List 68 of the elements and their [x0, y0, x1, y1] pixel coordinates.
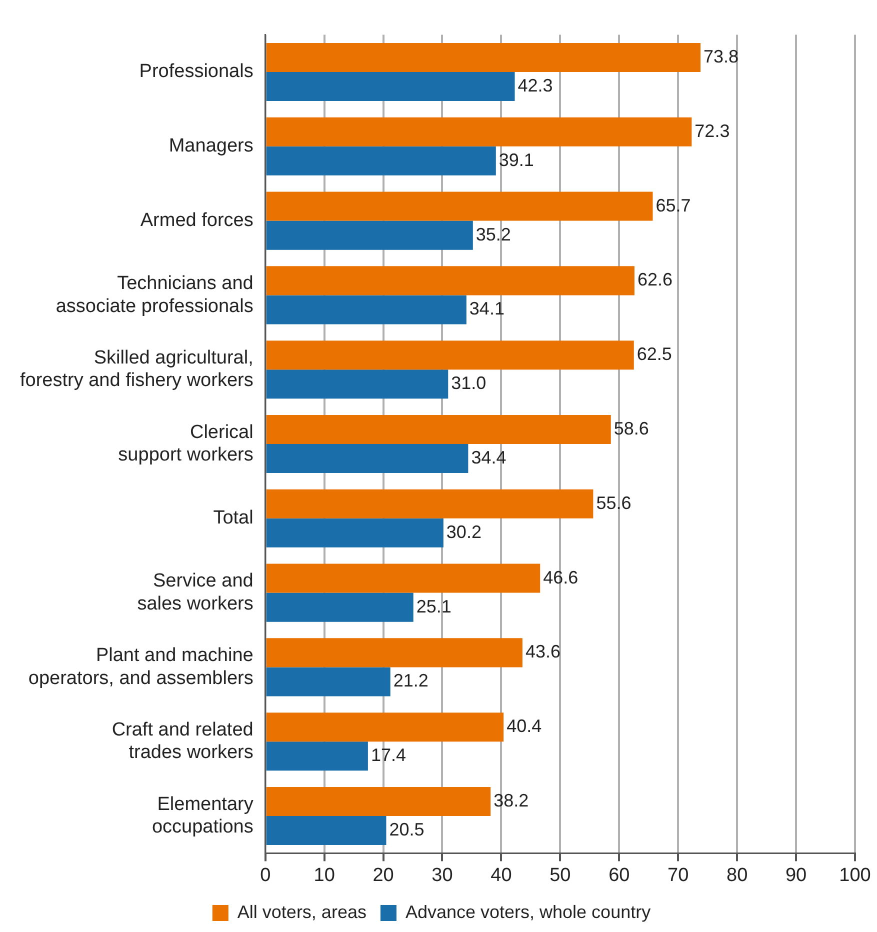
bar — [266, 489, 594, 518]
bar — [266, 192, 653, 221]
bar — [266, 444, 468, 474]
bar — [266, 414, 611, 444]
bar — [266, 72, 515, 102]
bar — [266, 370, 448, 399]
y-tick-label: Managers — [168, 136, 254, 157]
legend-label: All voters, areas — [237, 902, 366, 922]
x-tick-label: 90 — [785, 864, 807, 886]
bar — [266, 712, 504, 742]
bar — [266, 146, 496, 176]
bar — [266, 667, 390, 696]
y-tick-label: Service and sales workers — [137, 570, 254, 614]
data-label: 30.2 — [446, 522, 482, 542]
bar — [266, 295, 466, 324]
x-tick-label: 40 — [490, 864, 512, 886]
bar — [266, 786, 491, 816]
data-label: 34.4 — [471, 447, 506, 468]
data-label: 20.5 — [389, 819, 424, 840]
data-label: 25.1 — [416, 596, 452, 616]
bar — [266, 117, 692, 146]
data-label: 72.3 — [694, 120, 730, 141]
y-tick-label: Skilled agricultural, forestry and fishery workers — [20, 347, 254, 392]
y-tick-label: Clerical support workers — [118, 422, 254, 466]
legend-label: Advance voters, whole country — [405, 902, 651, 922]
data-label: 46.6 — [543, 567, 578, 588]
x-tick-label: 80 — [726, 864, 748, 886]
data-label: 40.4 — [506, 716, 542, 736]
bar — [266, 220, 473, 250]
data-label: 42.3 — [518, 75, 553, 96]
bar — [266, 518, 444, 548]
bar — [266, 816, 386, 846]
y-tick-label: Technicians and associate professionals — [56, 273, 254, 317]
x-tick-label: 30 — [432, 864, 453, 886]
data-label: 21.2 — [393, 670, 428, 691]
x-tick-label: 0 — [260, 864, 271, 886]
y-tick-label: Elementary occupations — [152, 794, 254, 838]
bar — [266, 340, 634, 370]
x-tick-label: 60 — [608, 864, 630, 886]
x-tick-label: 70 — [668, 864, 689, 886]
y-tick-label: Armed forces — [140, 210, 254, 232]
y-tick-label: Plant and machine operators, and assemblers — [28, 645, 254, 689]
y-tick-label: Craft and related trades workers — [112, 719, 254, 764]
data-label: 65.7 — [656, 195, 691, 216]
data-label: 73.8 — [704, 46, 739, 66]
bar — [266, 742, 368, 771]
y-tick-label: Professionals — [139, 61, 254, 82]
bar — [266, 564, 540, 593]
bar — [266, 42, 701, 72]
x-tick-label: 50 — [550, 864, 571, 886]
x-tick-label: 10 — [314, 864, 335, 886]
x-tick-label: 20 — [372, 864, 394, 886]
data-label: 39.1 — [498, 150, 534, 170]
data-label: 38.2 — [494, 790, 529, 810]
data-label: 55.6 — [596, 492, 632, 513]
data-label: 17.4 — [370, 745, 406, 766]
y-tick-label: Total — [213, 508, 254, 529]
x-tick-label: 100 — [839, 864, 871, 886]
data-label: 35.2 — [476, 224, 511, 244]
bar — [266, 266, 634, 296]
bar — [266, 592, 414, 622]
data-label: 34.1 — [469, 298, 504, 319]
data-label: 43.6 — [525, 642, 560, 662]
data-label: 62.5 — [636, 344, 672, 364]
data-label: 58.6 — [614, 418, 649, 438]
data-label: 62.6 — [637, 270, 673, 290]
bar — [266, 638, 522, 668]
data-label: 31.0 — [451, 373, 486, 394]
